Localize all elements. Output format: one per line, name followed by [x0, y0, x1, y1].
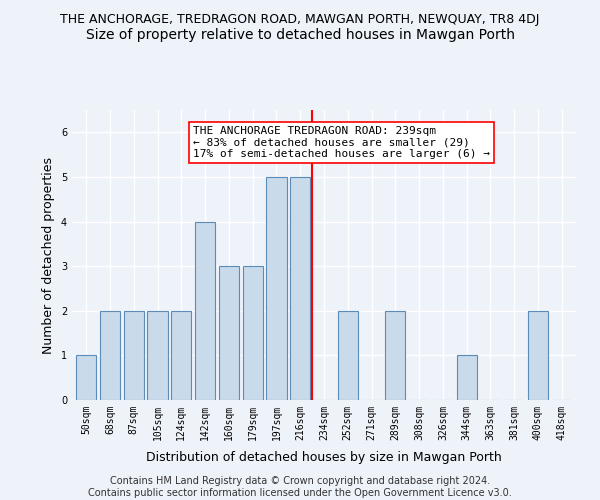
Bar: [528, 311, 548, 400]
Bar: [148, 311, 167, 400]
Bar: [242, 266, 263, 400]
Text: Size of property relative to detached houses in Mawgan Porth: Size of property relative to detached ho…: [86, 28, 515, 42]
Bar: [290, 177, 310, 400]
Bar: [195, 222, 215, 400]
Y-axis label: Number of detached properties: Number of detached properties: [43, 156, 55, 354]
Bar: [219, 266, 239, 400]
Text: Contains HM Land Registry data © Crown copyright and database right 2024.
Contai: Contains HM Land Registry data © Crown c…: [88, 476, 512, 498]
Bar: [76, 356, 97, 400]
X-axis label: Distribution of detached houses by size in Mawgan Porth: Distribution of detached houses by size …: [146, 451, 502, 464]
Bar: [385, 311, 406, 400]
Bar: [171, 311, 191, 400]
Bar: [266, 177, 287, 400]
Text: THE ANCHORAGE TREDRAGON ROAD: 239sqm
← 83% of detached houses are smaller (29)
1: THE ANCHORAGE TREDRAGON ROAD: 239sqm ← 8…: [193, 126, 490, 159]
Text: THE ANCHORAGE, TREDRAGON ROAD, MAWGAN PORTH, NEWQUAY, TR8 4DJ: THE ANCHORAGE, TREDRAGON ROAD, MAWGAN PO…: [61, 12, 539, 26]
Bar: [100, 311, 120, 400]
Bar: [124, 311, 144, 400]
Bar: [457, 356, 477, 400]
Bar: [338, 311, 358, 400]
